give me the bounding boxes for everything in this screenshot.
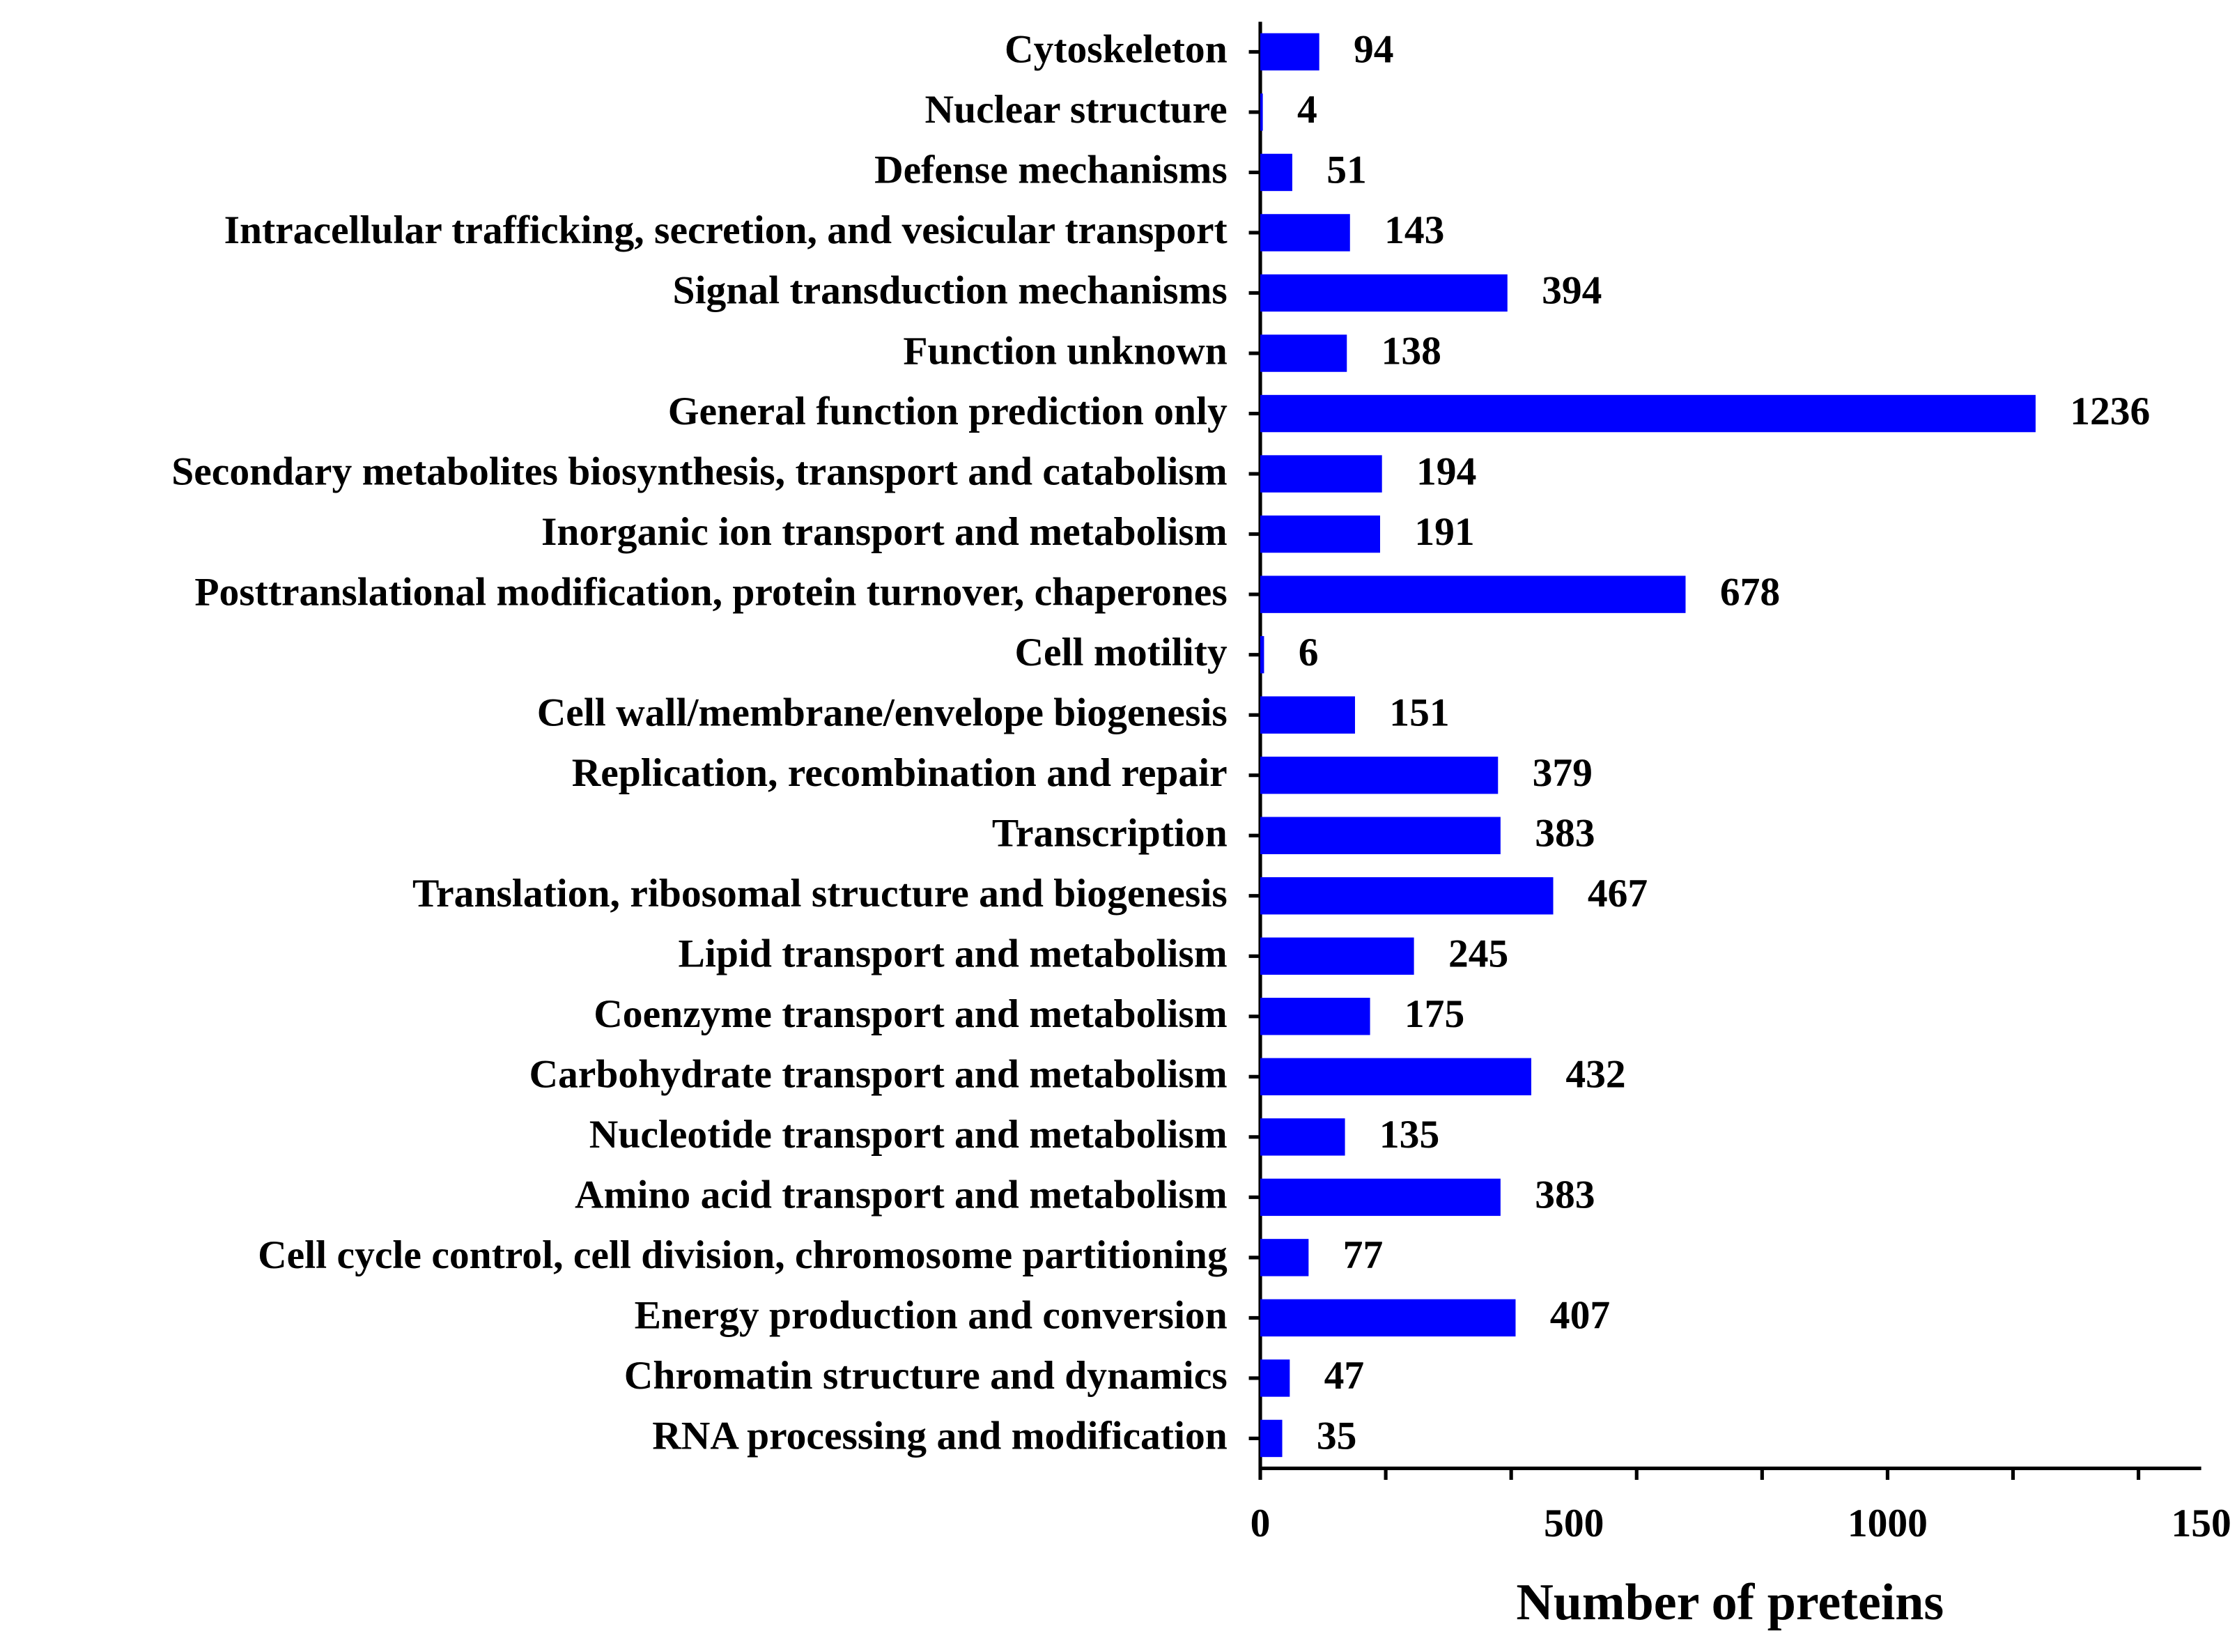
bar: [1260, 455, 1382, 493]
bar: [1260, 1239, 1309, 1276]
category-label: Cytoskeleton: [1005, 28, 1228, 72]
value-label: 143: [1384, 208, 1444, 252]
category-label: Defense mechanisms: [874, 148, 1228, 192]
bar: [1260, 1299, 1516, 1337]
bar: [1260, 635, 1264, 674]
bar: [1260, 334, 1347, 372]
category-label: Chromatin structure and dynamics: [624, 1354, 1228, 1398]
category-label: Translation, ribosomal structure and bio…: [412, 872, 1228, 916]
category-label: General function prediction only: [668, 389, 1228, 433]
value-label: 194: [1416, 449, 1476, 493]
category-label: Nucleotide transport and metabolism: [589, 1113, 1228, 1157]
bar: [1260, 394, 2036, 433]
category-label: Secondary metabolites biosynthesis, tran…: [171, 449, 1227, 493]
bar: [1260, 274, 1508, 312]
category-label: Energy production and conversion: [635, 1294, 1228, 1338]
category-label: Inorganic ion transport and metabolism: [541, 510, 1228, 554]
category-label: Carbohydrate transport and metabolism: [529, 1053, 1227, 1097]
category-label: Function unknown: [903, 329, 1227, 373]
value-label: 379: [1533, 751, 1593, 795]
x-tick-label: 1000: [1848, 1502, 1928, 1545]
bar: [1260, 817, 1501, 854]
value-label: 383: [1535, 811, 1595, 855]
bar: [1260, 756, 1499, 794]
x-axis-title: Number of preteins: [1516, 1574, 1944, 1631]
value-label: 432: [1565, 1053, 1625, 1097]
bar: [1260, 877, 1554, 915]
category-label: RNA processing and modification: [652, 1414, 1227, 1458]
value-label: 51: [1326, 148, 1367, 192]
bar: [1260, 1419, 1283, 1458]
x-tick-label: 500: [1544, 1502, 1604, 1545]
category-label: Cell wall/membrane/envelope biogenesis: [537, 690, 1228, 734]
category-label: Signal transduction mechanisms: [673, 269, 1228, 313]
bar: [1260, 998, 1370, 1035]
value-label: 407: [1550, 1294, 1610, 1338]
bar: [1260, 576, 1686, 613]
category-label: Lipid transport and metabolism: [679, 932, 1228, 976]
value-label: 4: [1297, 88, 1317, 132]
value-label: 467: [1588, 872, 1648, 916]
value-label: 135: [1379, 1113, 1439, 1157]
value-label: 138: [1381, 329, 1441, 373]
value-label: 35: [1317, 1414, 1357, 1458]
value-label: 191: [1414, 510, 1474, 554]
category-label: Intracellular trafficking, secretion, an…: [224, 208, 1228, 252]
value-label: 151: [1389, 690, 1449, 734]
category-label: Replication, recombination and repair: [572, 751, 1228, 795]
value-label: 1236: [2070, 389, 2150, 433]
bar: [1260, 937, 1414, 975]
category-label: Cell cycle control, cell division, chrom…: [258, 1233, 1228, 1277]
bar: [1260, 153, 1292, 192]
category-label: Posttranslational modification, protein …: [194, 570, 1227, 614]
category-label: Cell motility: [1014, 631, 1227, 674]
value-label: 394: [1542, 269, 1602, 313]
value-label: 383: [1535, 1173, 1595, 1217]
category-label: Amino acid transport and metabolism: [575, 1173, 1228, 1217]
bar: [1260, 1178, 1501, 1217]
category-label: Nuclear structure: [925, 88, 1228, 132]
category-label: Coenzyme transport and metabolism: [594, 992, 1227, 1036]
bar: [1260, 93, 1263, 131]
value-label: 678: [1720, 570, 1780, 614]
value-label: 47: [1324, 1354, 1365, 1398]
value-label: 6: [1299, 631, 1319, 674]
value-label: 77: [1343, 1233, 1384, 1277]
bar: [1260, 696, 1355, 734]
x-tick-label: 0: [1251, 1502, 1271, 1545]
x-tick-label: 150: [2171, 1502, 2231, 1545]
value-label: 175: [1404, 992, 1464, 1036]
bar: [1260, 214, 1350, 252]
value-label: 245: [1448, 932, 1508, 976]
bar: [1260, 1058, 1531, 1096]
bar: [1260, 33, 1319, 71]
category-label: Transcription: [992, 811, 1228, 855]
value-label: 94: [1354, 28, 1394, 72]
bar: [1260, 1359, 1290, 1397]
bar: [1260, 515, 1380, 553]
bar: [1260, 1118, 1345, 1156]
